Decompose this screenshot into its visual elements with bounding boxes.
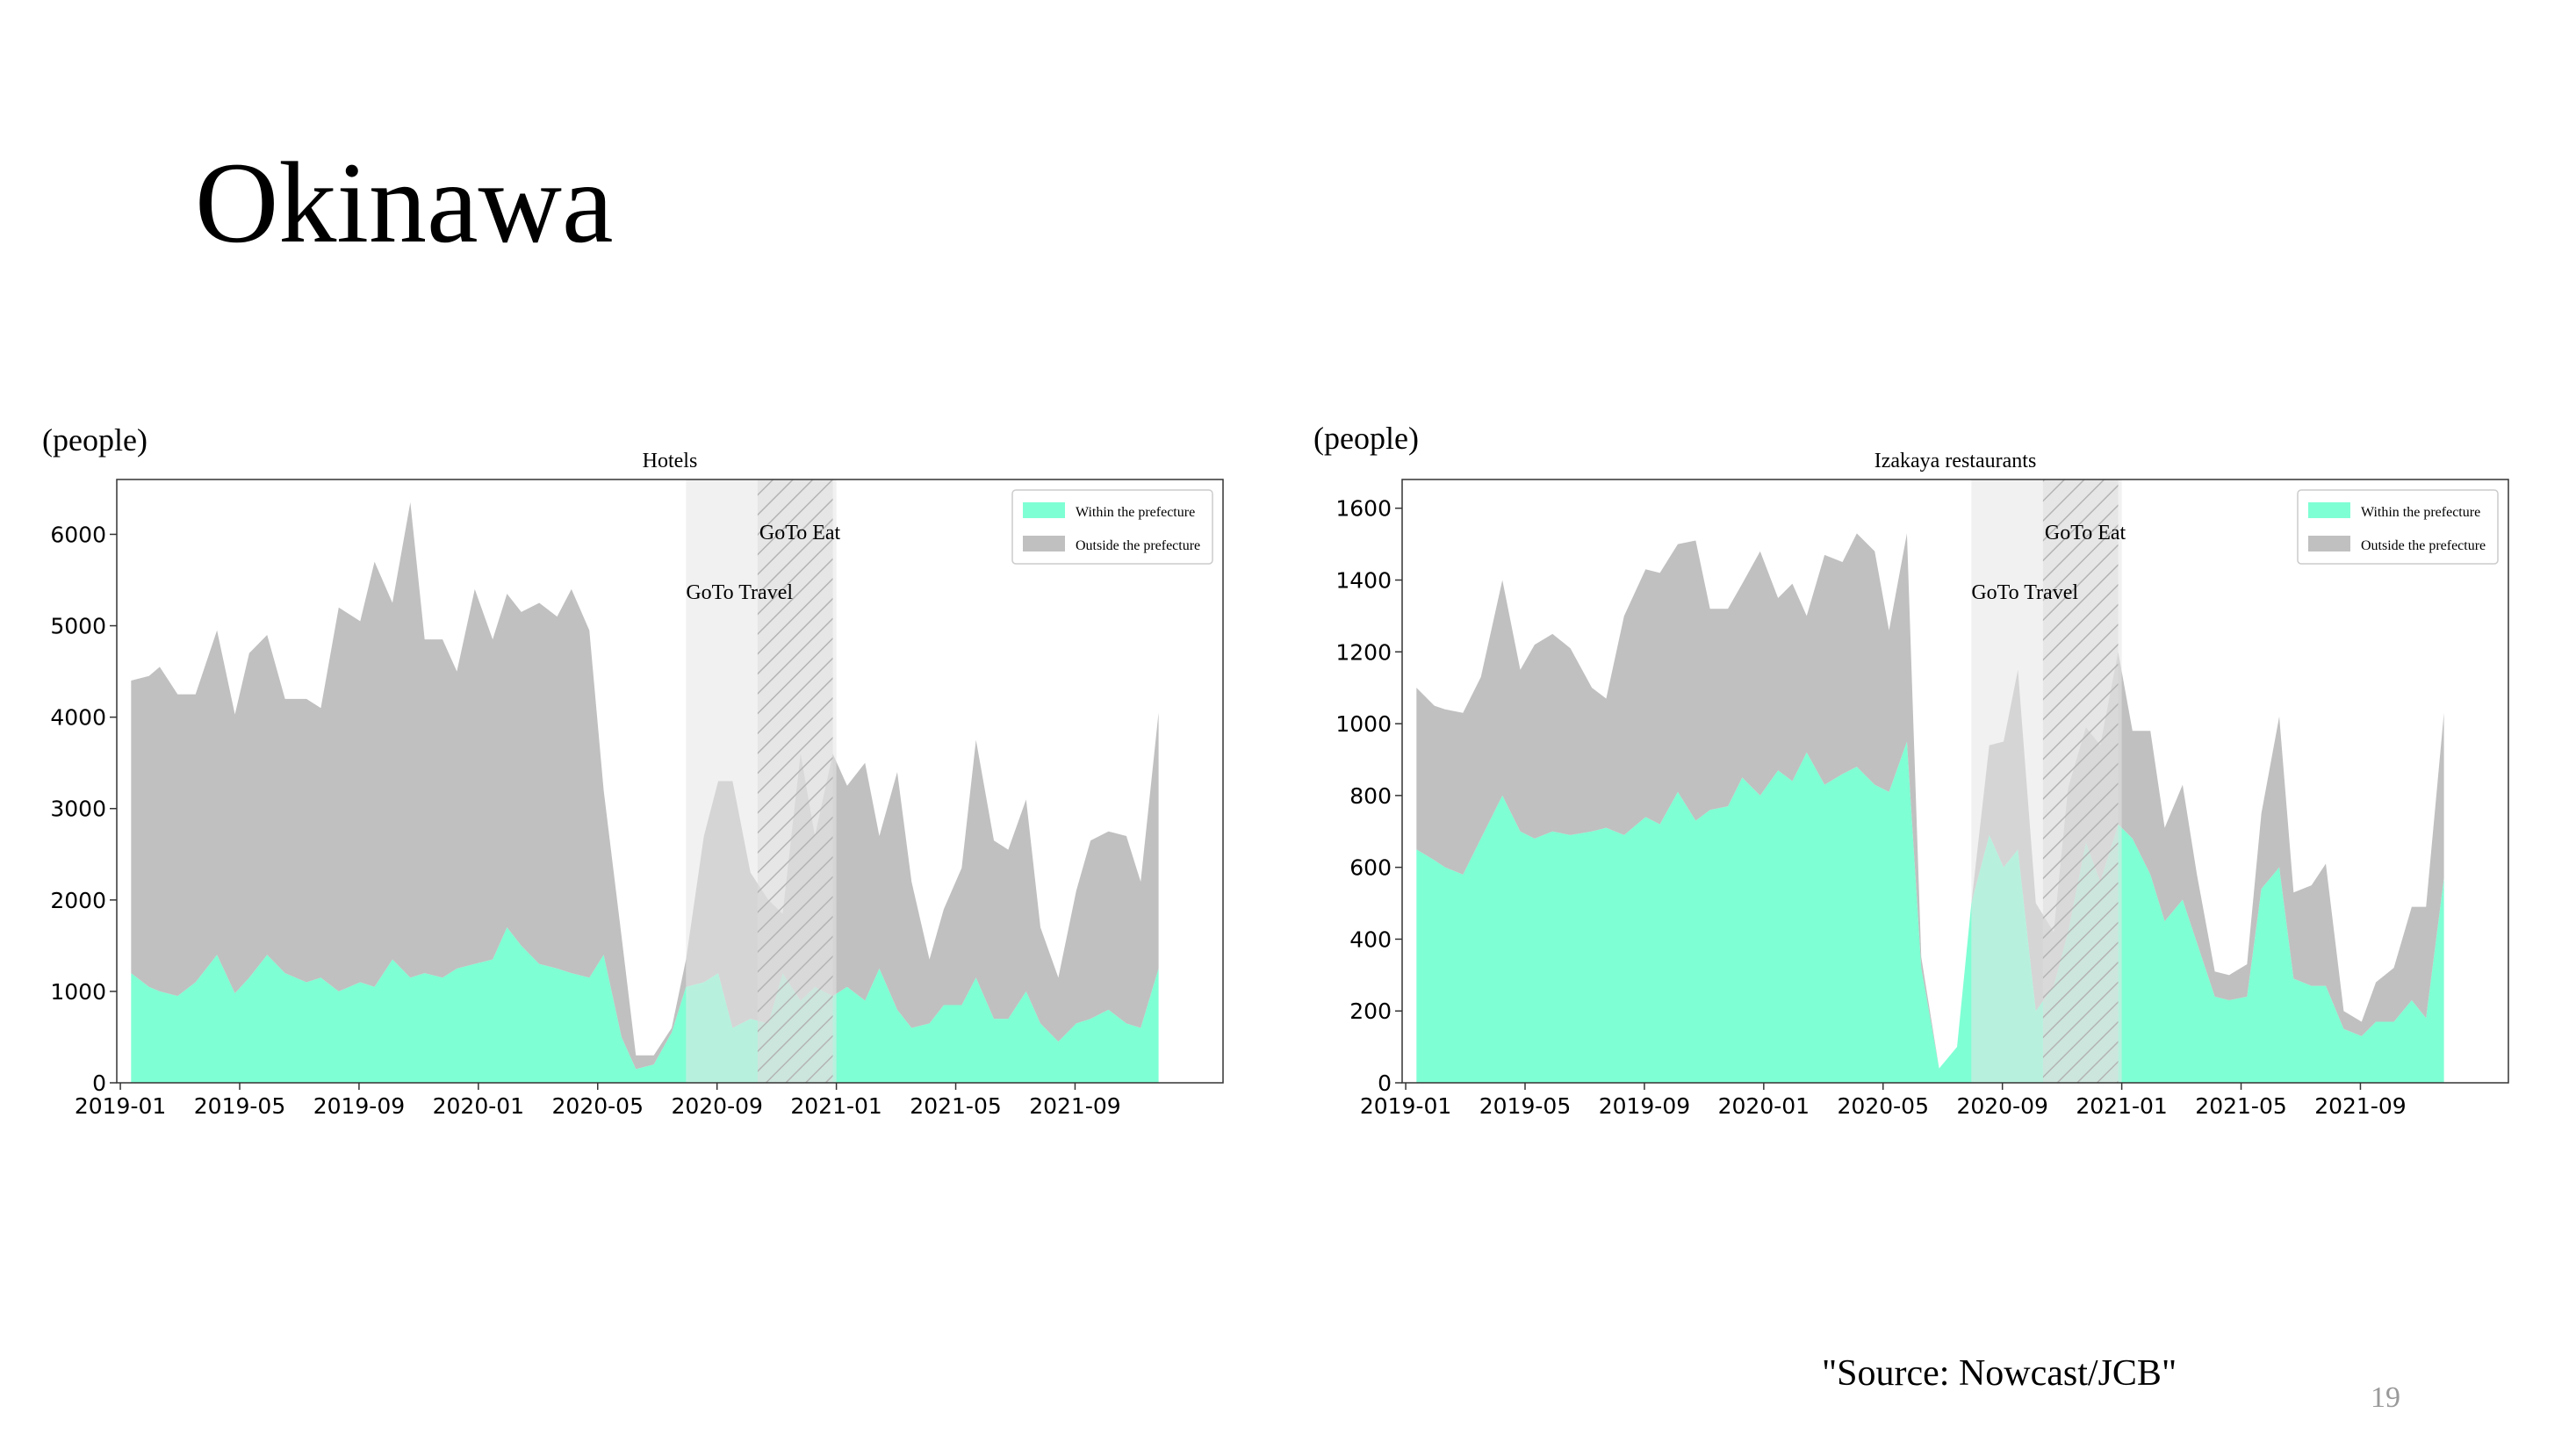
izakaya-chart-title: Izakaya restaurants <box>1874 450 2037 472</box>
izakaya-y-tick-label: 1200 <box>1335 639 1392 665</box>
hotels-legend-label: Within the prefecture <box>1076 505 1195 520</box>
hotels-plot-frame <box>116 479 1224 1084</box>
hotels-y-tick-label: 2000 <box>50 888 106 913</box>
izakaya-x-tick-label: 2019-09 <box>1599 1093 1690 1119</box>
izakaya-y-tick-label: 200 <box>1349 998 1392 1024</box>
izakaya-y-tick-label: 0 <box>1378 1071 1392 1096</box>
izakaya-y-tick-label: 1000 <box>1335 711 1392 737</box>
hotels-y-tick-label: 4000 <box>50 705 106 731</box>
hotels-y-axis-label: (people) <box>42 422 148 458</box>
hotels-legend-swatch <box>1023 536 1065 551</box>
hotels-x-tick-label: 2020-09 <box>671 1093 762 1119</box>
izakaya-x-tick-label: 2019-05 <box>1479 1093 1571 1119</box>
hotels-goto-eat-label: GoTo Eat <box>759 522 841 544</box>
izakaya-series-within <box>1416 741 2444 1083</box>
izakaya-x-tick-label: 2019-01 <box>1360 1093 1451 1119</box>
izakaya-legend-label: Outside the prefecture <box>2361 538 2486 553</box>
hotels-goto-eat-band <box>757 479 833 1083</box>
izakaya-legend-label: Within the prefecture <box>2361 505 2480 520</box>
hotels-y-tick-label: 3000 <box>50 797 106 822</box>
izakaya-legend-swatch <box>2308 536 2350 551</box>
izakaya-goto-eat-band <box>2042 479 2119 1083</box>
izakaya-series-outside <box>1416 533 2444 1069</box>
izakaya-y-tick-label: 1600 <box>1335 496 1392 522</box>
izakaya-x-tick-label: 2021-01 <box>2076 1093 2167 1119</box>
hotels-x-tick-label: 2021-01 <box>790 1093 881 1119</box>
hotels-y-tick-label: 0 <box>92 1071 106 1096</box>
izakaya-goto-eat-label: GoTo Eat <box>2045 522 2126 544</box>
page-number: 19 <box>2371 1381 2400 1414</box>
izakaya-x-tick-label: 2021-09 <box>2314 1093 2406 1119</box>
izakaya-goto-travel-label: GoTo Travel <box>1971 581 2078 604</box>
source-note: "Source: Nowcast/JCB" <box>1822 1353 2177 1394</box>
hotels-x-tick-label: 2019-09 <box>313 1093 405 1119</box>
hotels-y-tick-label: 5000 <box>50 614 106 639</box>
hotels-goto-travel-label: GoTo Travel <box>686 581 793 604</box>
izakaya-y-tick-label: 400 <box>1349 926 1392 952</box>
izakaya-y-tick-label: 1400 <box>1335 568 1392 594</box>
hotels-x-tick-label: 2021-05 <box>910 1093 1001 1119</box>
hotels-chart-title: Hotels <box>643 450 698 472</box>
hotels-series-within <box>131 927 1159 1083</box>
hotels-y-tick-label: 1000 <box>50 979 106 1005</box>
izakaya-plot-frame <box>1401 479 2509 1084</box>
hotels-x-tick-label: 2019-05 <box>194 1093 285 1119</box>
hotels-legend-label: Outside the prefecture <box>1076 538 1200 553</box>
izakaya-legend-swatch <box>2308 502 2350 518</box>
izakaya-y-tick-label: 800 <box>1349 783 1392 809</box>
hotels-x-tick-label: 2021-09 <box>1029 1093 1120 1119</box>
izakaya-x-tick-label: 2020-01 <box>1718 1093 1810 1119</box>
izakaya-x-tick-label: 2020-09 <box>1956 1093 2047 1119</box>
slide-title: Okinawa <box>195 138 614 267</box>
izakaya-y-axis-label: (people) <box>1313 421 1419 456</box>
hotels-x-tick-label: 2020-01 <box>433 1093 524 1119</box>
izakaya-y-tick-label: 600 <box>1349 855 1392 881</box>
izakaya-x-tick-label: 2020-05 <box>1838 1093 1929 1119</box>
hotels-legend-swatch <box>1023 502 1065 518</box>
hotels-x-tick-label: 2020-05 <box>552 1093 644 1119</box>
hotels-y-tick-label: 6000 <box>50 522 106 547</box>
hotels-series-outside <box>131 502 1159 1070</box>
hotels-x-tick-label: 2019-01 <box>75 1093 166 1119</box>
izakaya-x-tick-label: 2021-05 <box>2195 1093 2286 1119</box>
